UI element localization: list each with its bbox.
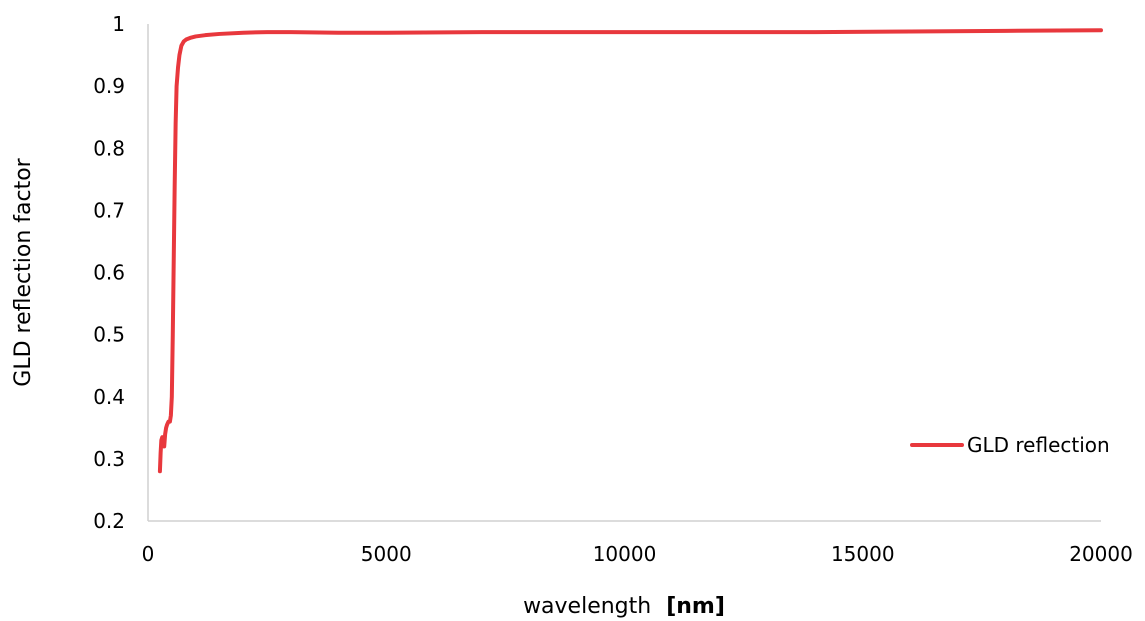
x-axis-title-text: wavelength — [523, 594, 651, 619]
y-axis-title: GLD reflection factor — [11, 157, 36, 386]
y-tick-label: 0.6 — [93, 261, 125, 285]
x-axis-title-unit: [nm] — [666, 594, 725, 619]
y-tick-label: 0.4 — [93, 385, 125, 409]
y-tick-label: 1 — [112, 12, 125, 36]
y-tick-label: 0.2 — [93, 509, 125, 533]
plot-area: 0 5000 10000 15000 20000 0.20.30.40.50.60.70… — [93, 12, 1133, 566]
x-axis-ticks: 0 5000 10000 15000 20000 — [142, 542, 1133, 566]
x-tick-label: 0 — [142, 542, 155, 566]
legend-label: GLD reflection — [967, 433, 1110, 457]
y-tick-label: 0.3 — [93, 447, 125, 471]
y-tick-label: 0.9 — [93, 74, 125, 98]
y-axis-ticks: 0.2 0.3 0.4 0.5 0.6 0.7 0.8 0.9 1 — [93, 12, 125, 533]
x-tick-label: 15000 — [831, 542, 895, 566]
x-tick-label: 5000 — [361, 542, 412, 566]
y-tick-label: 0.7 — [93, 198, 125, 222]
series-line-gld-reflection — [157, 28, 1103, 474]
y-tick-label: 0.8 — [93, 136, 125, 160]
x-axis-title: wavelength [nm] — [523, 594, 725, 619]
x-tick-label: 10000 — [593, 542, 657, 566]
y-tick-label: 0.5 — [93, 323, 125, 347]
x-tick-label: 20000 — [1069, 542, 1133, 566]
legend: GLD reflection — [910, 433, 1110, 457]
